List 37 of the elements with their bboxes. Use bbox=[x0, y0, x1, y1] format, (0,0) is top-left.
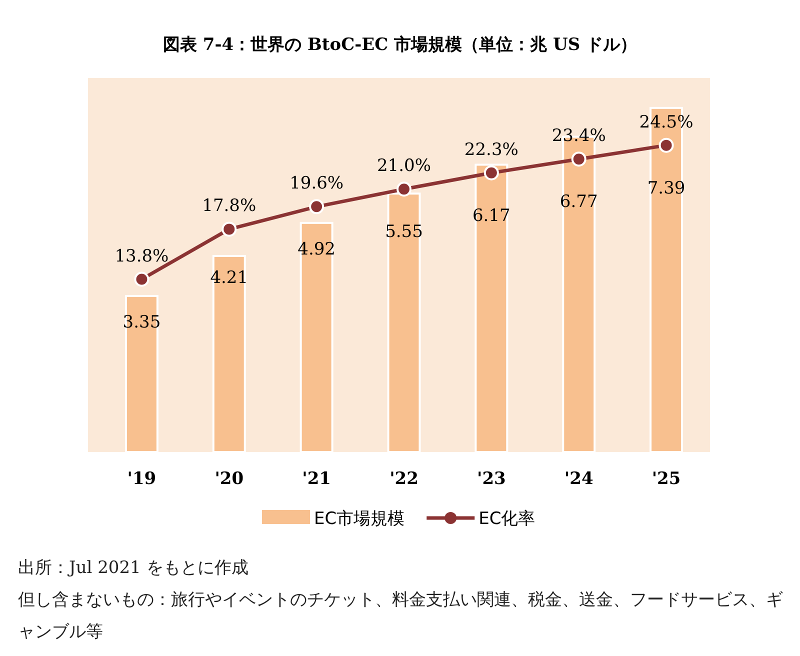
chart-title: 図表 7-4：世界の BtoC-EC 市場規模（単位：兆 US ドル） bbox=[162, 35, 638, 55]
bar bbox=[300, 222, 334, 453]
x-tick-label: '20 bbox=[214, 469, 244, 489]
data-label: 24.5% bbox=[639, 112, 694, 132]
data-label: 6.77 bbox=[560, 192, 598, 212]
point bbox=[309, 199, 324, 214]
x-tick-label: '19 bbox=[127, 469, 156, 489]
data-label: 7.39 bbox=[647, 178, 686, 198]
legend-label: EC化率 bbox=[478, 509, 536, 529]
data-label: 4.21 bbox=[210, 268, 248, 288]
x-tick-label: '22 bbox=[390, 469, 418, 489]
point bbox=[571, 152, 586, 167]
x-tick-label: '25 bbox=[652, 469, 681, 489]
point bbox=[658, 138, 674, 153]
text: 但し含まないもの：旅行やイベントのチケット、料金支払い関連、税金、送金、フードサービス、ギャンブル等 bbox=[18, 589, 784, 644]
data-label: 21.0% bbox=[376, 156, 432, 176]
text: 出所：Jul 2021 をもとに作成 bbox=[18, 557, 250, 580]
point bbox=[134, 272, 150, 287]
data-label: 6.17 bbox=[472, 206, 510, 226]
data-label: 22.3% bbox=[464, 140, 518, 160]
data-label: 4.92 bbox=[298, 240, 336, 260]
x-tick-label: '23 bbox=[476, 469, 506, 489]
point bbox=[396, 182, 412, 197]
data-label: 23.4% bbox=[552, 126, 606, 146]
point bbox=[222, 222, 237, 237]
bar bbox=[212, 254, 246, 453]
data-label: 3.35 bbox=[122, 312, 161, 332]
x-tick-label: '21 bbox=[302, 469, 332, 489]
bar bbox=[124, 295, 158, 453]
x-tick-label: '24 bbox=[564, 469, 594, 489]
data-label: 5.55 bbox=[385, 222, 423, 242]
bar bbox=[474, 164, 508, 453]
data-label: 17.8% bbox=[202, 196, 256, 216]
data-label: 13.8% bbox=[114, 246, 169, 266]
point bbox=[484, 165, 499, 180]
data-label: 19.6% bbox=[290, 174, 344, 194]
legend-label: EC市場規模 bbox=[314, 509, 405, 529]
